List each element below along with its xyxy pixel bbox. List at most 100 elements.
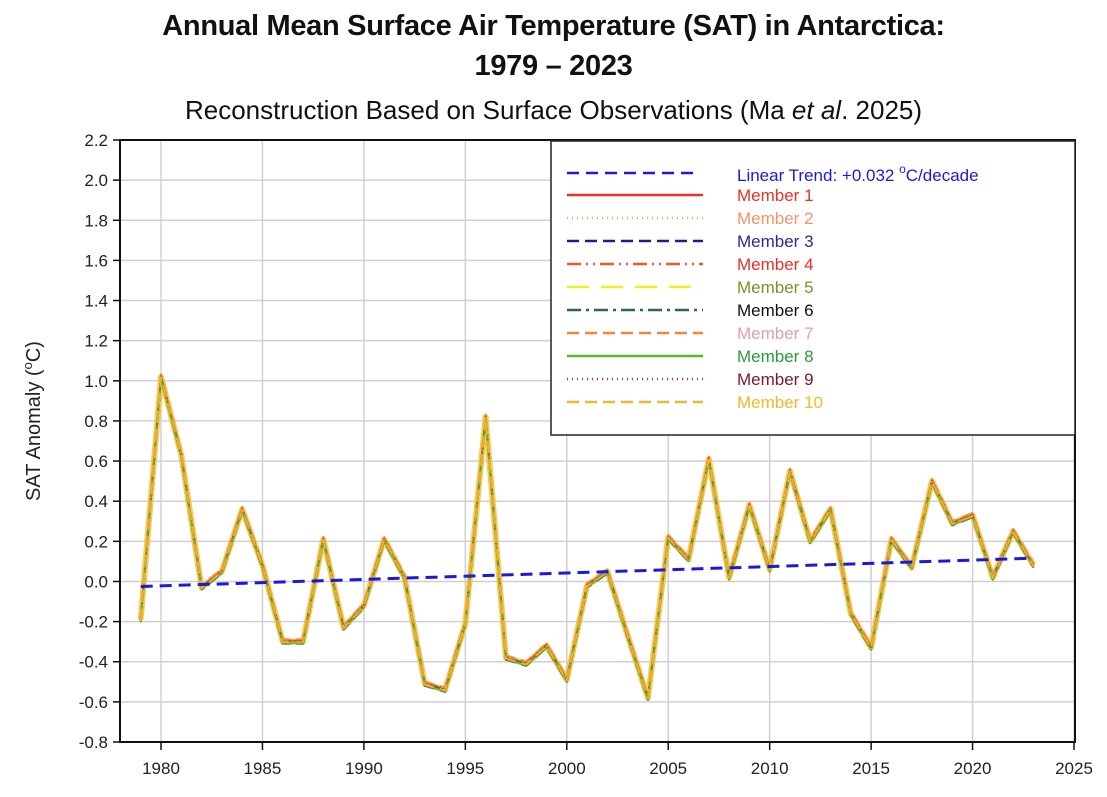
subtitle-year: . 2025): [841, 95, 923, 125]
data-point-member-9: [687, 557, 690, 560]
data-point-member-10: [363, 605, 365, 607]
data-point-member-7: [484, 413, 487, 416]
data-point-member-10: [423, 683, 426, 686]
y-tick-label: 0.8: [84, 412, 108, 431]
data-point-member-10: [971, 515, 974, 517]
legend-label-member-4: Member 4: [737, 255, 814, 274]
y-tick-label: -0.8: [79, 733, 108, 752]
y-tick-label: 2.0: [84, 171, 108, 190]
y-tick-label: 1.6: [84, 251, 108, 270]
data-point-member-10: [850, 613, 852, 615]
data-point-member-7: [667, 534, 670, 536]
data-point-member-10: [768, 569, 771, 571]
legend-label-member-8: Member 8: [737, 347, 814, 366]
y-tick-label: 1.4: [84, 292, 108, 311]
data-point-member-7: [1012, 528, 1014, 530]
data-point-member-10: [951, 523, 954, 525]
y-tick-label: 0.4: [84, 492, 108, 511]
x-tick-label: 2020: [954, 759, 992, 778]
y-tick-label: 0.6: [84, 452, 108, 471]
data-point-member-7: [586, 582, 588, 584]
y-axis-label: SAT Anomaly (oC): [20, 341, 45, 501]
data-point-member-9: [180, 453, 183, 456]
y-tick-label: 1.0: [84, 372, 108, 391]
subtitle-italic: et al: [791, 95, 842, 125]
trend-layer: [140, 556, 1034, 588]
subtitle-text: Reconstruction Based on Surface Observat…: [184, 95, 792, 125]
data-point-member-10: [505, 657, 507, 660]
data-point-member-10: [180, 454, 183, 457]
data-point-member-9: [383, 537, 385, 540]
data-point-member-7: [890, 536, 893, 538]
data-point-member-10: [667, 537, 670, 539]
y-tick-label: 0.2: [84, 532, 108, 551]
y-tick-label: -0.2: [79, 613, 108, 632]
y-axis-label-main: SAT Anomaly (: [23, 369, 45, 501]
data-point-member-10: [789, 470, 791, 473]
data-point-member-10: [464, 623, 467, 626]
legend-label-member-1: Member 1: [737, 186, 814, 205]
data-point-member-10: [931, 480, 933, 483]
y-axis-label-degree: o: [20, 362, 35, 369]
data-point-member-10: [139, 619, 142, 621]
data-point-member-10: [444, 689, 446, 692]
data-point-member-10: [687, 559, 690, 561]
data-point-member-7: [525, 660, 527, 663]
y-axis-label-unit: C): [23, 341, 45, 362]
data-point-member-10: [1012, 531, 1014, 533]
y-tick-label: -0.6: [79, 693, 108, 712]
data-point-member-9: [931, 479, 933, 482]
data-point-member-10: [870, 647, 872, 650]
data-point-member-10: [910, 567, 913, 569]
data-point-member-10: [748, 505, 751, 507]
legend-label-trend: Linear Trend: +0.032 oC/decade: [737, 162, 979, 185]
data-point-member-7: [789, 467, 791, 470]
data-point-member-10: [565, 679, 568, 682]
data-point-member-10: [261, 565, 264, 567]
chart-title-line1: Annual Mean Surface Air Temperature (SAT…: [162, 10, 945, 42]
y-tick-label: 2.2: [84, 131, 108, 150]
axes: -0.8 -0.6 -0.4 -0.2 0.0 0.2 0.4 0.6 0.8 1.0 1.2 1.4…: [79, 131, 1093, 778]
y-tick-label: 1.2: [84, 332, 108, 351]
series-layer: [137, 373, 1037, 701]
data-point-member-7: [403, 574, 406, 576]
data-point-member-7: [829, 506, 832, 508]
data-point-member-10: [342, 627, 345, 630]
data-point-member-10: [545, 645, 548, 648]
data-point-member-7: [322, 536, 325, 538]
data-point-member-10: [403, 577, 406, 579]
y-tick-label: 1.8: [84, 211, 108, 230]
data-point-member-10: [809, 541, 812, 543]
data-point-member-9: [545, 644, 548, 646]
data-point-member-7: [606, 568, 609, 570]
data-point-member-10: [890, 539, 893, 541]
legend-trend-unit: C/decade: [906, 166, 979, 185]
data-point-member-9: [363, 604, 365, 606]
legend-label-member-10: Member 10: [737, 393, 823, 412]
data-point-member-9: [971, 513, 974, 516]
data-point-member-7: [748, 502, 751, 504]
legend-label-member-6: Member 6: [737, 301, 814, 320]
data-point-member-7: [708, 455, 710, 458]
data-point-member-10: [221, 571, 223, 573]
data-point-member-9: [484, 415, 487, 418]
data-point-member-10: [992, 577, 994, 579]
y-tick-label: 0.0: [84, 572, 108, 591]
data-point-member-10: [241, 509, 243, 511]
data-point-member-10: [586, 585, 588, 587]
chart-title-line2: 1979 – 2023: [474, 50, 633, 82]
data-point-member-10: [200, 587, 203, 589]
plot-frame: [119, 139, 1076, 743]
chart-subtitle: Reconstruction Based on Surface Observat…: [0, 95, 1107, 126]
data-point-member-10: [829, 509, 832, 511]
x-tick-label: 2010: [751, 759, 789, 778]
x-tick-label: 1990: [345, 759, 383, 778]
data-point-member-10: [647, 697, 649, 700]
legend-trend-degree: o: [899, 162, 906, 176]
data-point-member-10: [708, 458, 710, 461]
data-point-member-10: [322, 539, 325, 541]
y-tick-label: -0.4: [79, 653, 108, 672]
legend-label-member-3: Member 3: [737, 232, 814, 251]
legend-trend-text: Linear Trend: +0.032: [737, 166, 899, 185]
